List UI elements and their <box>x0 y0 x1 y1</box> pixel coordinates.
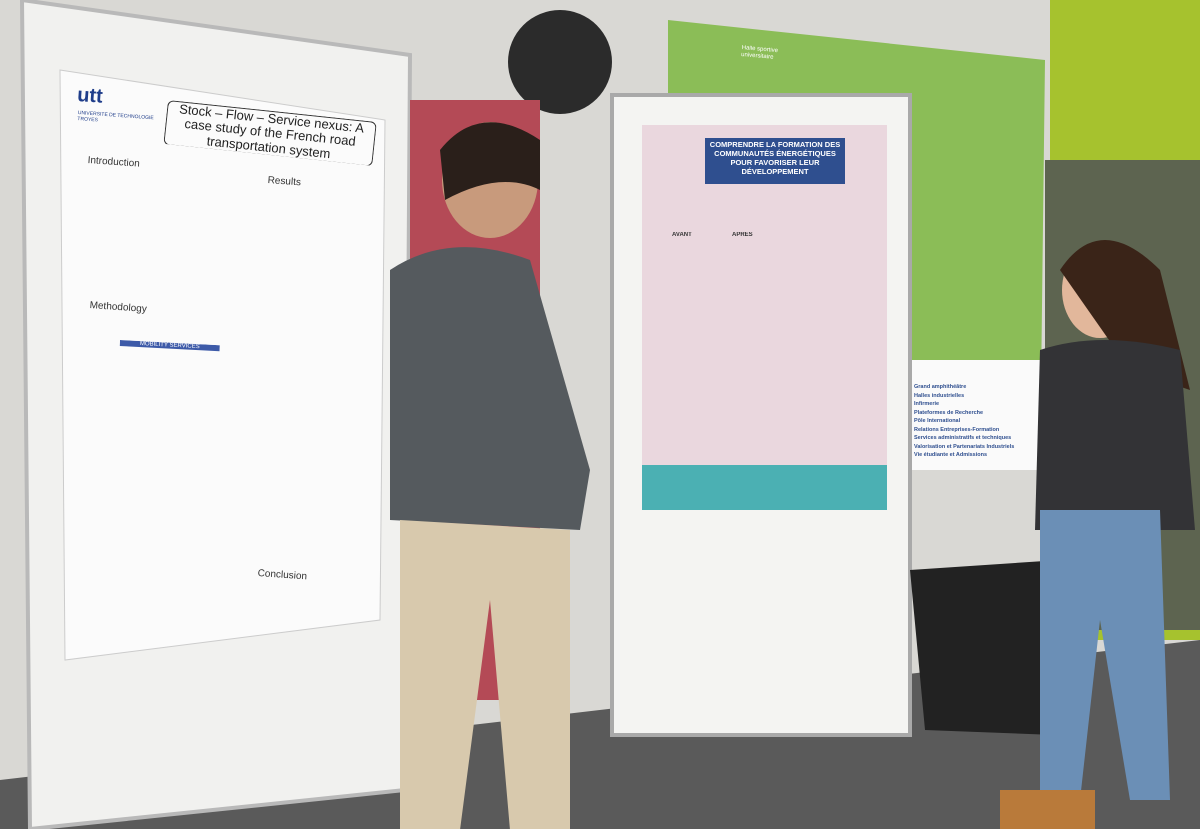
map-legend-item: Relations Entreprises-Formation <box>914 426 1000 433</box>
poster-logo: utt <box>76 84 104 108</box>
map-legend-item-frame: Infirmerie <box>914 401 940 407</box>
column-heading: AVANT <box>672 232 692 238</box>
woman-boots <box>1000 790 1095 829</box>
man-sweater <box>390 247 590 530</box>
map-building-label-frame: Halle sportive universitaire <box>741 45 778 60</box>
map-legend-item: Valorisation et Partenariats Industriels <box>914 443 1015 450</box>
map-legend-item: Plateformes de Recherche <box>914 409 984 416</box>
map-legend-item-frame: Pôle International <box>914 418 961 424</box>
map-legend-item: Services administratifs et techniques <box>914 435 1012 441</box>
center-poster-footer <box>642 465 887 510</box>
map-legend-box <box>905 360 1040 470</box>
map-legend-item-frame: Plateformes de Recherche <box>914 409 984 416</box>
map-legend-item-frame: Grand amphithéâtre <box>914 384 967 390</box>
map-legend-item-frame: Relations Entreprises-Formation <box>914 426 1000 433</box>
woman-jacket <box>1035 340 1195 530</box>
center-title-box <box>705 138 845 184</box>
man-hair <box>440 122 540 200</box>
map-legend-item: Infirmerie <box>914 401 940 407</box>
map-legend-item: Halles industrielles <box>914 392 965 399</box>
trash-bin <box>910 560 1060 735</box>
left-poster <box>59 69 386 661</box>
map-legend-item-frame: Vie étudiante et Admissions <box>914 452 988 458</box>
column-heading: APRÈS <box>732 232 753 238</box>
center-poster-title: COMPRENDRE LA FORMATION DES COMMUNAUTÉS … <box>709 140 841 176</box>
map-legend-item-frame: Halles industrielles <box>914 392 965 399</box>
center-poster-title-frame: COMPRENDRE LA FORMATION DES COMMUNAUTÉS … <box>709 140 841 176</box>
woman-jeans <box>1040 510 1170 800</box>
map-legend-item: Grand amphithéâtre <box>914 384 967 390</box>
wall-lamp <box>508 10 612 114</box>
map-legend-item: Pôle International <box>914 418 961 424</box>
campus-map <box>668 20 1045 470</box>
map-legend-item-frame: Valorisation et Partenariats Industriels <box>914 443 1015 450</box>
column-heading-frame: AVANT <box>672 232 692 238</box>
map-legend-item: Vie étudiante et Admissions <box>914 452 988 458</box>
column-heading-frame: APRÈS <box>732 232 753 238</box>
center-poster <box>642 125 887 510</box>
man-trousers <box>400 520 570 829</box>
map-legend-item-frame: Services administratifs et techniques <box>914 435 1012 441</box>
